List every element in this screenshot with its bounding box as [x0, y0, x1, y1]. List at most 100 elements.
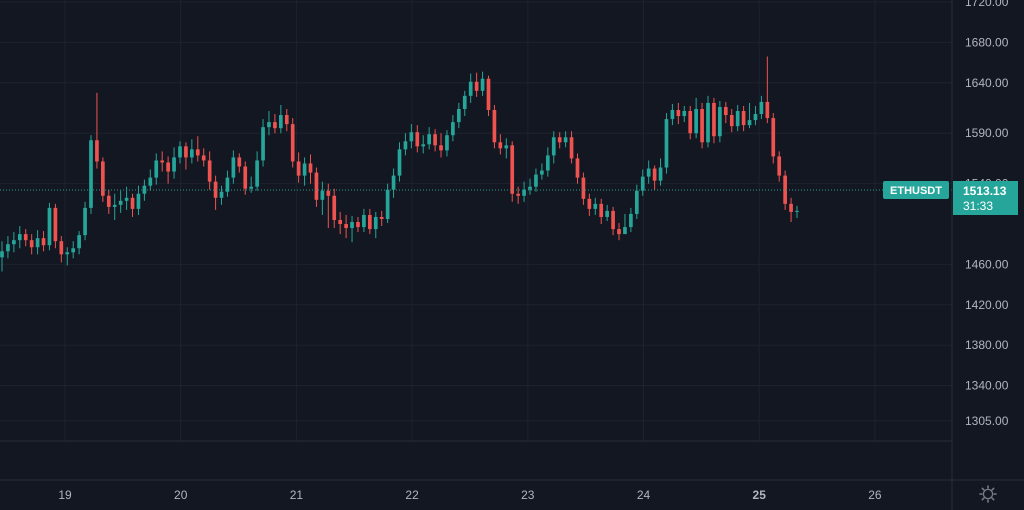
candle-body: [545, 155, 550, 171]
settings-gear-icon[interactable]: [979, 485, 997, 503]
candle: [409, 124, 414, 149]
candle: [77, 231, 81, 255]
candle-body: [118, 200, 123, 205]
candle: [510, 141, 515, 202]
candle-body: [302, 163, 307, 176]
candle: [528, 178, 532, 195]
candle: [599, 198, 604, 225]
candle: [433, 129, 437, 152]
candle-body: [492, 109, 497, 143]
grid: [0, 0, 952, 441]
candles: [0, 56, 799, 272]
candle: [611, 206, 615, 236]
candle: [0, 241, 4, 272]
candle: [652, 165, 657, 190]
candle: [273, 114, 277, 134]
candle: [326, 183, 331, 229]
candle: [136, 185, 141, 215]
candle-body: [735, 111, 740, 127]
candle-body: [729, 115, 734, 127]
candle-body: [344, 224, 348, 229]
candle: [53, 203, 58, 249]
candle: [605, 204, 609, 222]
candle-body: [445, 135, 449, 151]
candle: [373, 211, 378, 239]
countdown-label: 31:33: [963, 199, 993, 213]
candle-body: [314, 172, 319, 200]
candle-body: [581, 177, 586, 199]
candle: [47, 202, 52, 251]
candle-body: [47, 207, 52, 246]
candle: [747, 102, 752, 129]
candle: [124, 186, 129, 210]
symbol-tag[interactable]: ETHUSDT: [883, 181, 949, 199]
candle-body: [23, 234, 28, 241]
candle: [629, 207, 633, 233]
candle-body: [694, 108, 698, 134]
candle: [682, 105, 687, 123]
candle: [243, 161, 248, 195]
last-price-tag: 1513.13 31:33: [953, 181, 1018, 215]
candle-body: [706, 102, 710, 143]
candle: [462, 90, 467, 117]
candle-body: [522, 189, 526, 196]
x-axis-ticks: 19 20 21 22 23 24 25 26: [58, 488, 882, 502]
symbol-label: ETHUSDT: [890, 185, 942, 197]
candle: [795, 205, 799, 218]
candle-body: [35, 238, 40, 248]
candle: [178, 141, 182, 164]
candle-body: [510, 145, 515, 194]
y-tick-label: 1340.00: [965, 378, 1009, 392]
candle: [314, 167, 319, 207]
x-tick-label: 24: [637, 488, 651, 502]
candle-body: [563, 137, 568, 143]
candle: [664, 113, 669, 174]
candle-body: [160, 160, 165, 163]
candle: [486, 75, 491, 117]
candle-body: [267, 122, 271, 128]
candle-body: [640, 176, 645, 191]
candle-body: [575, 158, 580, 178]
candle-body: [700, 108, 704, 143]
candle-body: [356, 222, 360, 228]
candle-body: [154, 160, 159, 178]
candle: [207, 151, 212, 190]
candle-body: [290, 124, 295, 162]
candle: [59, 236, 64, 263]
y-tick-label: 1380.00: [965, 338, 1009, 352]
candle-body: [207, 160, 212, 182]
candle-body: [17, 234, 22, 241]
candle: [504, 138, 509, 159]
candle: [166, 156, 170, 184]
candle-body: [682, 111, 687, 117]
candle: [415, 125, 420, 153]
candle-body: [462, 95, 467, 109]
candle-body: [89, 140, 93, 208]
candle: [23, 229, 28, 247]
x-tick-label: 25: [753, 488, 767, 502]
x-tick-label: 20: [174, 488, 188, 502]
candle: [65, 247, 70, 266]
candle-body: [789, 203, 793, 212]
candle-body: [599, 203, 604, 217]
candle: [279, 104, 283, 134]
candle-body: [617, 229, 621, 235]
candle-body: [178, 146, 182, 158]
candle: [765, 56, 770, 124]
candle-body: [658, 167, 663, 181]
candle: [498, 134, 503, 155]
candle: [456, 102, 461, 129]
candle-body: [783, 175, 787, 204]
candle-body: [652, 168, 657, 181]
x-tick-label: 23: [521, 488, 535, 502]
candle: [480, 71, 485, 96]
candle: [118, 190, 123, 213]
candle: [391, 168, 396, 198]
candle-body: [201, 155, 206, 161]
candle: [700, 102, 704, 149]
candle: [540, 163, 544, 180]
candle: [267, 111, 271, 136]
candle: [706, 95, 710, 148]
candle: [623, 213, 627, 235]
candle: [575, 153, 580, 184]
